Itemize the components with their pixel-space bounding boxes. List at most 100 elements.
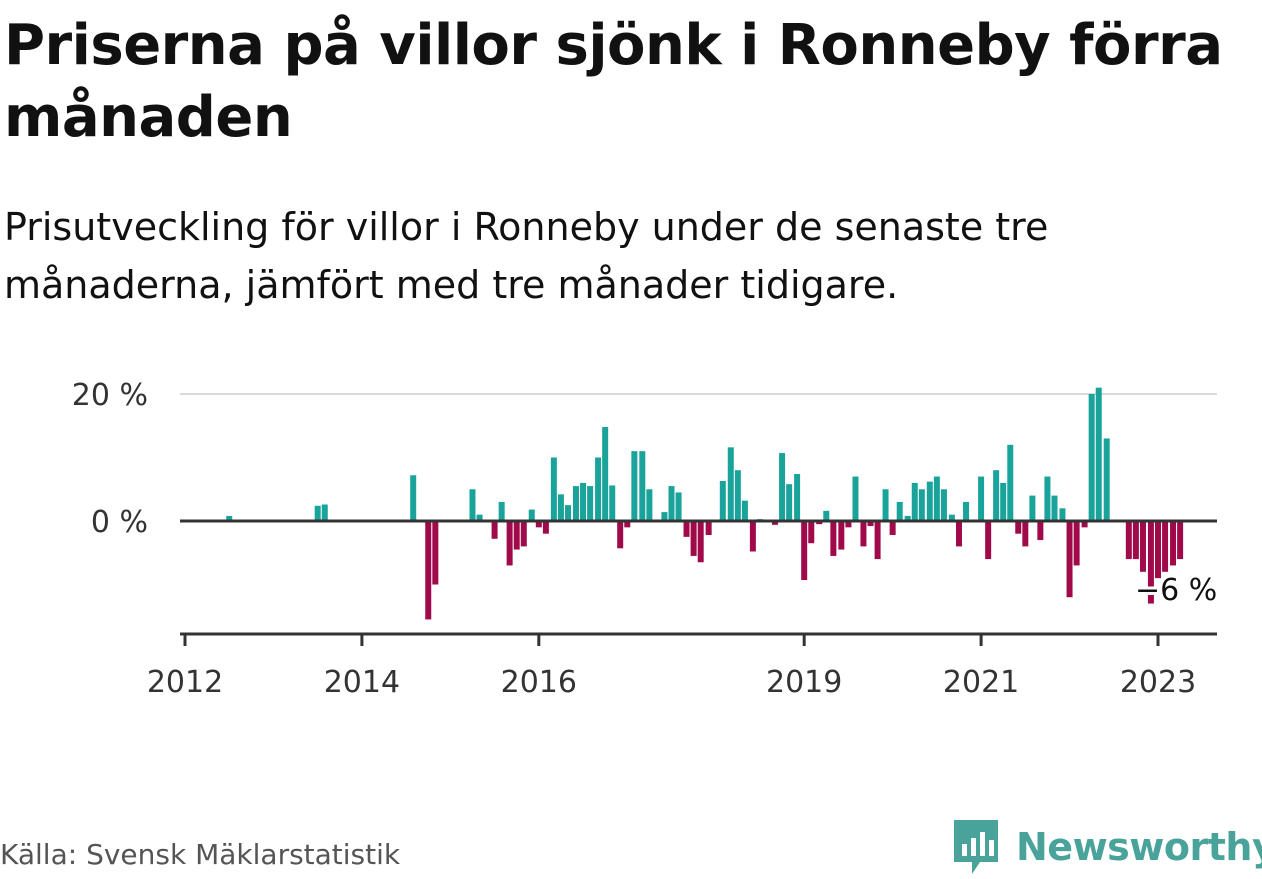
bar	[432, 521, 439, 585]
bar	[617, 521, 624, 549]
bar	[602, 427, 609, 521]
bar	[1162, 521, 1169, 572]
bar	[587, 486, 594, 521]
bar	[506, 521, 513, 566]
bar	[867, 521, 874, 527]
bar	[683, 521, 690, 537]
bar	[794, 474, 801, 521]
bar	[741, 500, 748, 521]
bar	[1095, 387, 1102, 521]
bar	[491, 521, 498, 539]
chart-title: Priserna på villor sjönk i Ronneby förra…	[4, 13, 1223, 150]
bar	[609, 485, 616, 521]
bar	[1081, 521, 1088, 528]
bar	[675, 492, 682, 521]
bar	[860, 521, 867, 547]
bar	[918, 489, 925, 521]
bar	[1059, 508, 1066, 521]
bar	[410, 475, 417, 521]
x-tick-label: 2021	[943, 665, 1019, 700]
bar	[661, 512, 668, 521]
bar	[321, 504, 328, 521]
bar	[926, 481, 933, 521]
bar	[1103, 438, 1110, 521]
bar-chart: 20 % 0 % 2012 2014 2016 2019 2021 2023 −6 %	[72, 378, 1220, 700]
bar	[469, 489, 476, 521]
bar	[993, 470, 1000, 521]
bar	[823, 510, 830, 521]
bar	[1051, 495, 1058, 521]
bar	[904, 515, 911, 521]
bar	[874, 521, 881, 560]
bar	[734, 470, 741, 521]
bar	[779, 453, 786, 521]
bar	[535, 521, 542, 528]
brand-logo: Newsworthy	[950, 818, 1262, 876]
brand-name: Newsworthy	[1016, 825, 1262, 869]
bar	[1044, 476, 1051, 521]
bar	[425, 521, 432, 620]
bar	[697, 521, 704, 563]
bar	[646, 489, 653, 521]
bar	[476, 514, 483, 521]
bar	[1132, 521, 1139, 560]
bar	[624, 521, 631, 528]
bar	[719, 480, 726, 521]
bar	[771, 521, 778, 525]
bar	[852, 476, 859, 521]
bar	[1155, 521, 1161, 579]
bar	[528, 509, 535, 521]
bar	[786, 484, 793, 521]
bar	[911, 482, 918, 521]
source-note: Källa: Svensk Mäklarstatistik	[0, 838, 401, 871]
bar	[948, 514, 955, 521]
bar	[1177, 521, 1184, 560]
bar	[1073, 521, 1080, 566]
x-tick-label: 2019	[766, 665, 842, 700]
bar	[838, 521, 845, 550]
bar	[1088, 394, 1095, 521]
bar	[889, 521, 896, 535]
x-tick-label: 2012	[147, 665, 223, 700]
bar	[631, 451, 638, 521]
bar	[1022, 521, 1029, 547]
bar	[933, 476, 940, 521]
bar	[816, 521, 823, 525]
bar	[749, 521, 756, 552]
bar	[1125, 521, 1132, 560]
bar	[808, 521, 815, 544]
bar	[557, 494, 564, 521]
last-value-annotation: −6 %	[1135, 573, 1217, 608]
bar	[542, 521, 549, 534]
bar	[1000, 482, 1007, 521]
bar	[1147, 521, 1154, 604]
bar	[520, 521, 527, 547]
chart-subtitle: Prisutveckling för villor i Ronneby unde…	[4, 205, 1049, 307]
bar	[572, 486, 579, 521]
bar	[550, 457, 557, 521]
bar	[498, 501, 505, 521]
bar	[595, 457, 602, 521]
y-tick-label: 20 %	[72, 378, 148, 413]
y-tick-label: 0 %	[91, 505, 148, 540]
bar	[845, 521, 852, 528]
bar	[727, 447, 734, 521]
bar	[940, 489, 947, 521]
x-tick-label: 2016	[501, 665, 577, 700]
bar	[896, 501, 903, 521]
bar	[226, 515, 233, 521]
bar	[690, 521, 697, 556]
bar	[1139, 521, 1146, 572]
bar	[513, 521, 520, 550]
bar	[705, 521, 712, 535]
x-tick-label: 2014	[324, 665, 400, 700]
bar	[1037, 521, 1044, 541]
bar	[1007, 444, 1014, 521]
bar	[1066, 521, 1073, 598]
x-tick-label: 2023	[1120, 665, 1196, 700]
bar	[963, 501, 970, 521]
bar	[830, 521, 837, 556]
bar	[955, 521, 962, 547]
bar	[978, 476, 985, 521]
bar	[565, 505, 572, 521]
